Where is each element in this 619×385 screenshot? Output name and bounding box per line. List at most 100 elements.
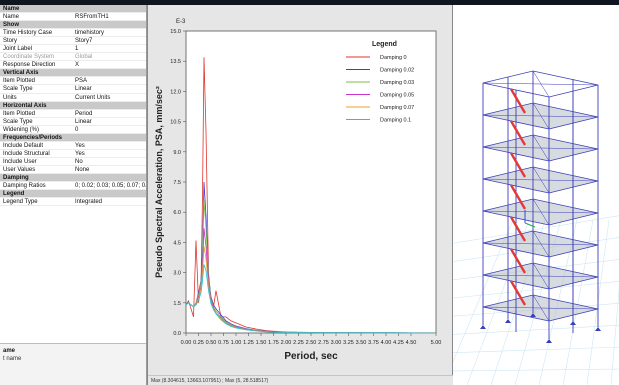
property-value[interactable]: Integrated bbox=[75, 199, 103, 206]
property-row[interactable]: Legend Type Integrated bbox=[0, 198, 146, 207]
x-tick-label: 2.50 bbox=[306, 340, 317, 346]
property-label: Story bbox=[3, 38, 18, 45]
property-value[interactable]: PSA bbox=[75, 78, 88, 85]
axis-y bbox=[524, 222, 536, 228]
property-value[interactable]: Period bbox=[75, 110, 93, 117]
category-label: Horizontal Axis bbox=[3, 102, 47, 109]
property-row[interactable]: Widening (%) 0 bbox=[0, 126, 146, 134]
ground-grid-line bbox=[453, 368, 619, 372]
y-tick-label: 4.5 bbox=[173, 240, 181, 246]
property-value[interactable]: 1 bbox=[75, 46, 79, 53]
property-row[interactable]: Item Plotted Period bbox=[0, 110, 146, 118]
model-3d-view[interactable] bbox=[453, 5, 619, 385]
property-value[interactable]: 0; 0.02; 0.03; 0.05; 0.07; 0.1 bbox=[75, 183, 147, 190]
property-category-header[interactable]: Name bbox=[0, 5, 146, 14]
support-icon bbox=[530, 313, 536, 317]
property-row[interactable]: Story Story7 bbox=[0, 37, 146, 46]
property-label: Scale Type bbox=[3, 118, 33, 125]
property-value[interactable]: No bbox=[75, 158, 83, 165]
property-label: Coordinate System bbox=[3, 54, 55, 61]
property-label: Item Plotted bbox=[3, 78, 36, 85]
property-row[interactable]: Item Plotted PSA bbox=[0, 77, 146, 86]
x-tick-label: 0.00 bbox=[181, 340, 192, 346]
property-row[interactable]: Include Default Yes bbox=[0, 142, 146, 150]
property-value[interactable]: Story7 bbox=[75, 38, 93, 45]
property-category-header[interactable]: Show bbox=[0, 21, 146, 30]
property-row[interactable]: Include User No bbox=[0, 158, 146, 166]
legend-entry-6: Damping 0.1 bbox=[380, 118, 411, 124]
x-tick-label: 1.25 bbox=[243, 340, 254, 346]
floor-beam bbox=[482, 146, 599, 150]
property-row[interactable]: User Values None bbox=[0, 166, 146, 174]
top-dark-strip bbox=[0, 0, 619, 5]
property-label: Include Default bbox=[3, 142, 44, 149]
property-label: Widening (%) bbox=[3, 126, 40, 133]
floor-beam bbox=[482, 242, 599, 246]
property-value[interactable]: RSFromTH1 bbox=[75, 14, 109, 21]
property-category-header[interactable]: Horizontal Axis bbox=[0, 101, 146, 110]
property-row[interactable]: Units Current Units bbox=[0, 94, 146, 102]
property-value[interactable]: timehistory bbox=[75, 30, 105, 37]
property-row[interactable]: Response Direction X bbox=[0, 61, 146, 70]
floor-beam bbox=[532, 70, 550, 98]
property-row[interactable]: Include Structural Yes bbox=[0, 150, 146, 158]
property-category-header[interactable]: Frequencies/Periods bbox=[0, 133, 146, 142]
property-value[interactable]: X bbox=[75, 62, 80, 69]
brace bbox=[509, 248, 527, 274]
property-row[interactable]: Coordinate System Global bbox=[0, 53, 146, 62]
legend-entry-2: Damping 0.02 bbox=[380, 68, 414, 74]
property-value[interactable]: Linear bbox=[75, 118, 92, 125]
legend-entry-4: Damping 0.05 bbox=[380, 93, 414, 99]
category-label: Vertical Axis bbox=[3, 70, 39, 77]
property-row[interactable]: Scale Type Linear bbox=[0, 85, 146, 94]
property-value[interactable]: Current Units bbox=[75, 94, 111, 101]
brace bbox=[509, 184, 527, 210]
x-tick-label: 3.50 bbox=[356, 340, 367, 346]
property-row[interactable]: Name RSFromTH1 bbox=[0, 13, 146, 22]
category-label: Frequencies/Periods bbox=[3, 134, 63, 141]
property-label: Scale Type bbox=[3, 86, 33, 93]
brace bbox=[509, 120, 527, 146]
floor-beam bbox=[532, 230, 550, 258]
x-tick-label: 0.75 bbox=[218, 340, 229, 346]
property-value[interactable]: Yes bbox=[75, 142, 85, 149]
property-row[interactable]: Damping Ratios 0; 0.02; 0.03; 0.05; 0.07;… bbox=[0, 182, 147, 191]
x-tick-label: 4.25 bbox=[393, 340, 404, 346]
property-row[interactable]: Time History Case timehistory bbox=[0, 29, 146, 38]
property-value[interactable]: None bbox=[75, 166, 90, 173]
property-description-title: ame bbox=[3, 348, 16, 354]
floor-beam bbox=[482, 114, 599, 118]
property-value[interactable]: 0 bbox=[75, 126, 79, 133]
property-row[interactable]: Scale Type Linear bbox=[0, 118, 146, 126]
x-tick-label: 1.50 bbox=[256, 340, 267, 346]
property-category-header[interactable]: Vertical Axis bbox=[0, 69, 146, 78]
x-tick-label: 1.00 bbox=[231, 340, 242, 346]
y-tick-label: 12.0 bbox=[170, 89, 181, 95]
support-icon bbox=[595, 327, 601, 331]
brace bbox=[509, 216, 527, 242]
x-tick-label: 2.25 bbox=[293, 340, 304, 346]
y-tick-label: 10.5 bbox=[170, 120, 181, 126]
property-row[interactable]: Joint Label 1 bbox=[0, 45, 146, 54]
property-value[interactable]: Linear bbox=[75, 86, 92, 93]
category-label: Legend bbox=[3, 191, 25, 198]
property-label: Include Structural bbox=[3, 150, 50, 157]
floor-beam bbox=[482, 210, 599, 214]
property-category-header[interactable]: Legend bbox=[0, 190, 146, 199]
property-label: Legend Type bbox=[3, 199, 38, 206]
floor-beam bbox=[482, 82, 599, 86]
property-value[interactable]: Global bbox=[75, 54, 93, 61]
floor-beam bbox=[532, 294, 550, 322]
floor-beam bbox=[532, 166, 550, 194]
ground-grid-line bbox=[453, 346, 619, 353]
x-tick-label: 3.25 bbox=[343, 340, 354, 346]
building-3d-model bbox=[453, 70, 619, 385]
property-label: Damping Ratios bbox=[3, 183, 46, 190]
legend-entry-1: Damping 0 bbox=[380, 55, 407, 61]
x-tick-label: 2.75 bbox=[318, 340, 329, 346]
x-tick-label: 0.25 bbox=[193, 340, 204, 346]
floor-beam bbox=[532, 262, 550, 290]
property-value[interactable]: Yes bbox=[75, 150, 85, 157]
legend-entry-3: Damping 0.03 bbox=[380, 80, 414, 86]
property-category-header[interactable]: Damping bbox=[0, 173, 146, 183]
